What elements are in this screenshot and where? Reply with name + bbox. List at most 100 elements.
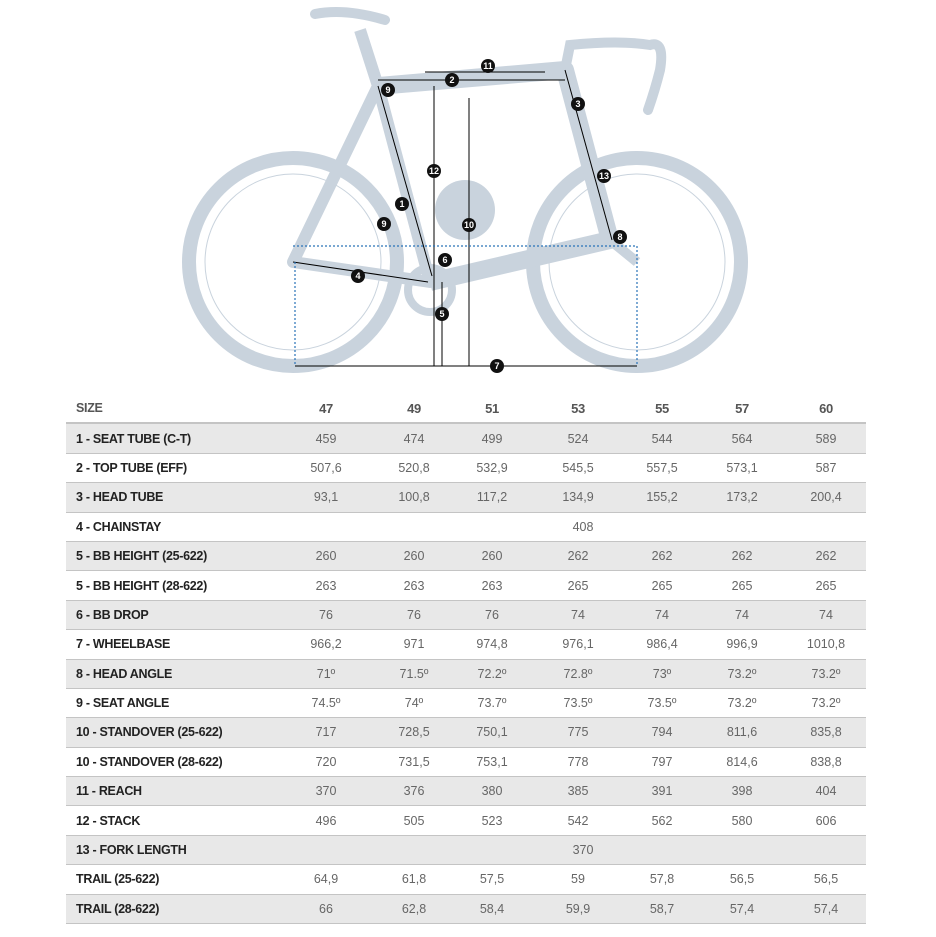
cell-value: 580 xyxy=(698,805,786,836)
cell-value: 589 xyxy=(786,423,866,454)
row-label: 6 - BB DROP xyxy=(66,600,278,631)
table-row: 8 - HEAD ANGLE 71º 71.5º 72.2º 72.8º 73º 73.2º… xyxy=(66,659,866,689)
cell-value: 73.2º xyxy=(698,659,786,689)
svg-text:10: 10 xyxy=(464,220,474,230)
cell-value: 376 xyxy=(374,776,454,807)
svg-text:4: 4 xyxy=(355,271,360,281)
size-col: 57 xyxy=(698,394,786,425)
marker-12: 12 xyxy=(427,164,441,178)
cell-value: 265 xyxy=(626,570,698,601)
cell-value: 260 xyxy=(454,541,530,572)
marker-5: 5 xyxy=(435,307,449,321)
cell-value: 496 xyxy=(278,805,374,836)
table-row: 10 - STANDOVER (25-622) 717 728,5 750,1 775 7… xyxy=(66,717,866,748)
cell-value: 265 xyxy=(698,570,786,601)
cell-value: 71.5º xyxy=(374,659,454,689)
cell-value: 606 xyxy=(786,805,866,836)
cell-value: 66 xyxy=(278,894,374,925)
cell-value: 173,2 xyxy=(698,482,786,513)
marker-6: 6 xyxy=(438,253,452,267)
row-label: 5 - BB HEIGHT (28-622) xyxy=(66,570,278,601)
cell-value: 507,6 xyxy=(278,453,374,484)
marker-4: 4 xyxy=(351,269,365,283)
marker-8: 8 xyxy=(613,230,627,244)
cell-value: 64,9 xyxy=(278,864,374,895)
cell-value: 524 xyxy=(530,423,626,454)
cell-value: 265 xyxy=(786,570,866,601)
row-label: 11 - REACH xyxy=(66,776,278,807)
cell-value: 717 xyxy=(278,717,374,748)
cell-value: 74 xyxy=(698,600,786,631)
cell-value: 73.2º xyxy=(698,688,786,719)
cell-value: 370 xyxy=(278,776,374,807)
cell-value: 523 xyxy=(454,805,530,836)
cell-value: 1010,8 xyxy=(786,629,866,660)
cell-value: 93,1 xyxy=(278,482,374,513)
cell-value: 750,1 xyxy=(454,717,530,748)
svg-text:1: 1 xyxy=(399,199,404,209)
cell-value: 74 xyxy=(530,600,626,631)
row-label: 9 - SEAT ANGLE xyxy=(66,688,278,719)
cell-value: 542 xyxy=(530,805,626,836)
cell-value: 976,1 xyxy=(530,629,626,660)
row-label: 8 - HEAD ANGLE xyxy=(66,659,278,689)
cell-value: 262 xyxy=(626,541,698,572)
cell-value: 459 xyxy=(278,423,374,454)
table-row: 9 - SEAT ANGLE 74.5º 74º 73.7º 73.5º 73.5º 73.… xyxy=(66,688,866,719)
cell-value: 265 xyxy=(530,570,626,601)
cell-value: 797 xyxy=(626,747,698,778)
cell-value: 775 xyxy=(530,717,626,748)
cell-value: 57,4 xyxy=(786,894,866,925)
size-col: 53 xyxy=(530,394,626,425)
bike-silhouette xyxy=(182,7,748,373)
cell-value: 262 xyxy=(786,541,866,572)
cell-value: 73.5º xyxy=(626,688,698,719)
row-label: 10 - STANDOVER (28-622) xyxy=(66,747,278,778)
svg-text:11: 11 xyxy=(483,61,493,71)
cell-value: 753,1 xyxy=(454,747,530,778)
size-col: 60 xyxy=(786,394,866,425)
geometry-table: SIZE 47 49 51 53 55 57 60 1 - SEAT TUBE … xyxy=(66,394,866,925)
svg-text:6: 6 xyxy=(442,255,447,265)
cell-value: 71º xyxy=(278,659,374,689)
cell-value: 573,1 xyxy=(698,453,786,484)
cell-value: 263 xyxy=(278,570,374,601)
cell-value: 398 xyxy=(698,776,786,807)
table-row: 13 - FORK LENGTH 370 xyxy=(66,835,866,866)
cell-value: 391 xyxy=(626,776,698,807)
svg-text:5: 5 xyxy=(439,309,444,319)
cell-value: 499 xyxy=(454,423,530,454)
cell-value: 73.2º xyxy=(786,688,866,719)
cell-value: 73.5º xyxy=(530,688,626,719)
marker-9-bottom: 9 xyxy=(377,217,391,231)
cell-value: 587 xyxy=(786,453,866,484)
cell-value: 76 xyxy=(454,600,530,631)
cell-value: 385 xyxy=(530,776,626,807)
svg-text:12: 12 xyxy=(429,166,439,176)
marker-9-top: 9 xyxy=(381,83,395,97)
size-header: SIZE xyxy=(66,394,278,425)
table-row: 6 - BB DROP 76 76 76 74 74 74 74 xyxy=(66,600,866,631)
row-label: 3 - HEAD TUBE xyxy=(66,482,278,513)
svg-text:13: 13 xyxy=(599,171,609,181)
row-label: 5 - BB HEIGHT (25-622) xyxy=(66,541,278,572)
marker-13: 13 xyxy=(597,169,611,183)
svg-text:8: 8 xyxy=(617,232,622,242)
cell-value: 74 xyxy=(626,600,698,631)
table-row: 5 - BB HEIGHT (25-622) 260 260 260 262 262 262… xyxy=(66,541,866,572)
row-label: TRAIL (25-622) xyxy=(66,864,278,895)
cell-value: 835,8 xyxy=(786,717,866,748)
table-row: 5 - BB HEIGHT (28-622) 263 263 263 265 265 265… xyxy=(66,570,866,601)
marker-1: 1 xyxy=(395,197,409,211)
marker-10: 10 xyxy=(462,218,476,232)
row-label: 2 - TOP TUBE (EFF) xyxy=(66,453,278,484)
cell-value: 57,8 xyxy=(626,864,698,895)
svg-text:9: 9 xyxy=(381,219,386,229)
table-row: 11 - REACH 370 376 380 385 391 398 404 xyxy=(66,776,866,807)
cell-value: 986,4 xyxy=(626,629,698,660)
row-label: 7 - WHEELBASE xyxy=(66,629,278,660)
cell-value: 263 xyxy=(374,570,454,601)
cell-value: 76 xyxy=(374,600,454,631)
cell-value: 72.8º xyxy=(530,659,626,689)
row-label: 12 - STACK xyxy=(66,805,278,836)
